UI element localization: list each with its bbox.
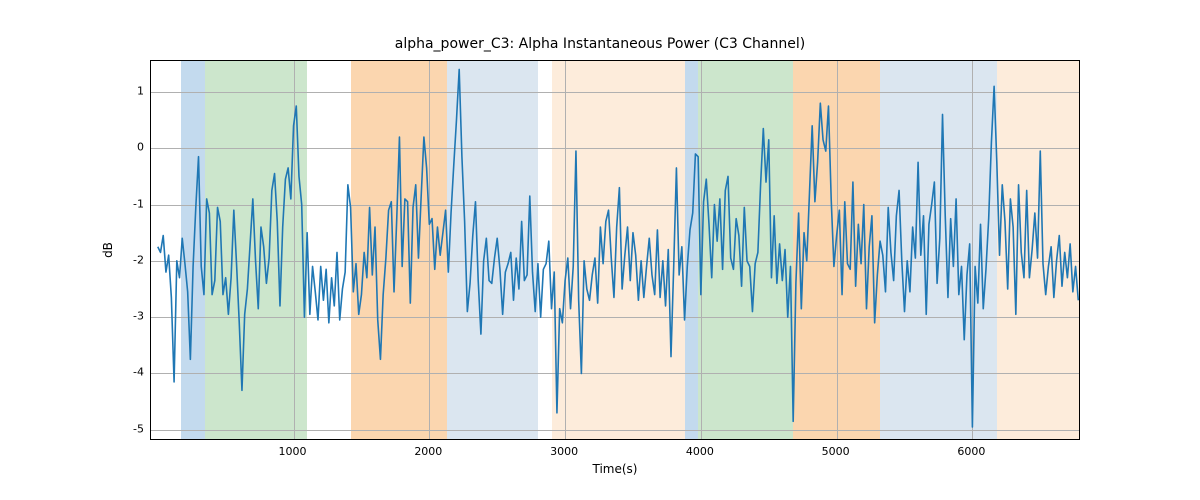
xtick-label: 4000 <box>686 445 714 458</box>
ytick-label: -2 <box>120 253 144 266</box>
xtick-label: 1000 <box>279 445 307 458</box>
ytick-label: -4 <box>120 366 144 379</box>
ytick-label: -5 <box>120 422 144 435</box>
xtick-label: 3000 <box>550 445 578 458</box>
chart-title: alpha_power_C3: Alpha Instantaneous Powe… <box>0 36 1200 52</box>
series-line <box>158 69 1078 426</box>
xtick-label: 2000 <box>414 445 442 458</box>
series-svg <box>151 61 1080 440</box>
xtick-label: 5000 <box>822 445 850 458</box>
plot-area <box>150 60 1080 440</box>
ytick-label: -1 <box>120 197 144 210</box>
figure: alpha_power_C3: Alpha Instantaneous Powe… <box>0 0 1200 500</box>
y-axis-label: dB <box>101 242 115 258</box>
x-axis-label: Time(s) <box>593 462 638 476</box>
xtick-label: 6000 <box>957 445 985 458</box>
ytick-label: -3 <box>120 310 144 323</box>
ytick-label: 0 <box>120 141 144 154</box>
ytick-label: 1 <box>120 84 144 97</box>
